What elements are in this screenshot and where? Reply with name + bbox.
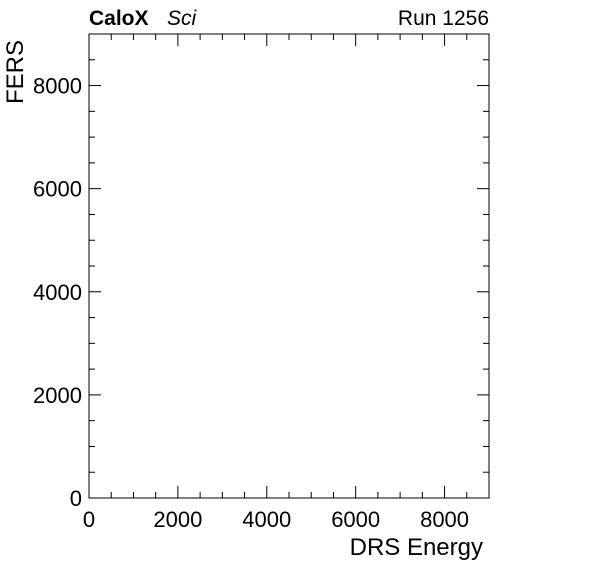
y-axis-title: FERS bbox=[2, 39, 29, 104]
y-tick-label: 8000 bbox=[33, 74, 82, 99]
y-tick-label: 2000 bbox=[33, 383, 82, 408]
x-tick-label: 4000 bbox=[242, 507, 291, 532]
experiment-label: CaloX bbox=[89, 7, 149, 30]
y-tick-label: 0 bbox=[70, 486, 82, 511]
run-label: Run 1256 bbox=[397, 7, 489, 30]
experiment-sublabel: Sci bbox=[167, 7, 197, 30]
y-tick-label: 6000 bbox=[33, 177, 82, 202]
axis-ticks bbox=[88, 33, 490, 499]
axis-tick-labels: 0 2000 4000 6000 8000 0 2000 4000 6000 8000 bbox=[33, 74, 469, 532]
y-tick-label: 4000 bbox=[33, 280, 82, 305]
x-tick-label: 6000 bbox=[331, 507, 380, 532]
x-tick-label: 8000 bbox=[420, 507, 469, 532]
x-tick-label: 0 bbox=[83, 507, 95, 532]
plot-frame bbox=[88, 33, 490, 499]
x-tick-label: 2000 bbox=[153, 507, 202, 532]
x-axis-title: DRS Energy bbox=[349, 534, 483, 561]
